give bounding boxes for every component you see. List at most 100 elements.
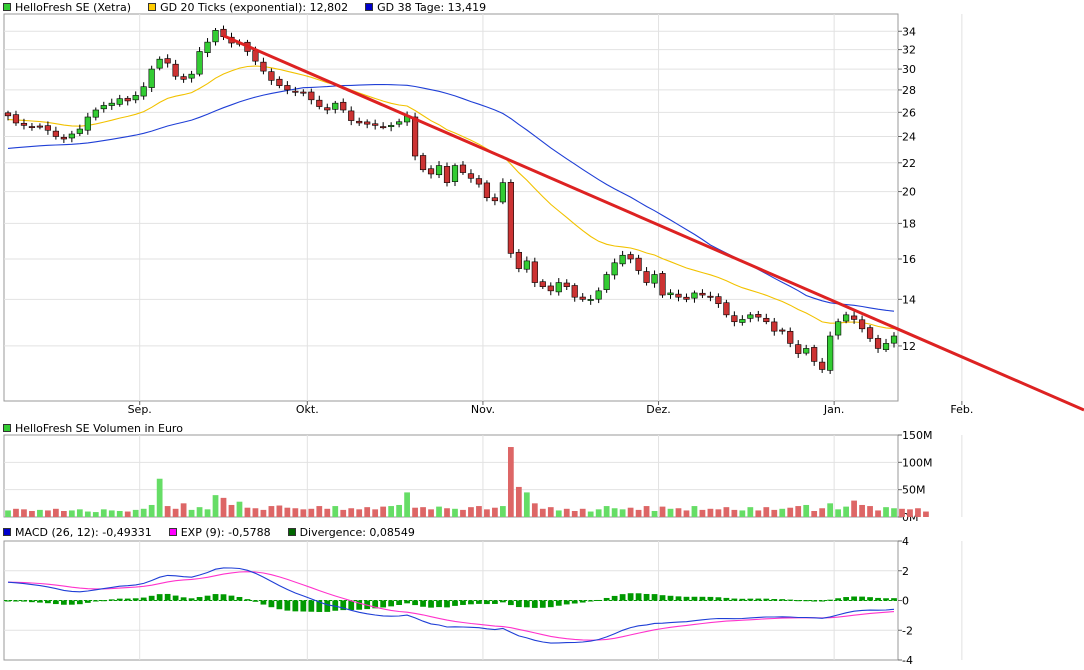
volume-bar (539, 508, 546, 517)
candle-body (795, 344, 802, 354)
volume-bar (108, 510, 115, 517)
divergence-bar (875, 597, 881, 601)
candle-body (515, 251, 522, 269)
volume-bar (444, 508, 450, 517)
y-tick-label: 0 (902, 595, 909, 608)
candle-body (659, 273, 666, 296)
divergence-bar (468, 600, 474, 605)
divergence-bar (867, 597, 873, 601)
volume-bar (819, 508, 826, 517)
volume-bar (436, 506, 442, 517)
legend-swatch (3, 424, 11, 432)
y-tick-label: -2 (902, 624, 913, 637)
volume-bar (843, 506, 849, 517)
candle-body (874, 338, 882, 349)
volume-bar (515, 486, 522, 517)
y-tick-label: 32 (902, 44, 916, 57)
candle-body (747, 314, 754, 319)
candle-body (547, 285, 554, 292)
divergence-bar (68, 600, 75, 605)
divergence-bar (260, 600, 267, 605)
candle-body (491, 197, 498, 202)
candle-body (92, 109, 99, 118)
candle-body (779, 329, 786, 332)
volume-bar (731, 509, 738, 517)
divergence-bar (667, 595, 674, 601)
candle-body (427, 168, 435, 175)
candle-body (68, 133, 75, 139)
volume-bar (763, 507, 770, 517)
candle-body (60, 136, 67, 140)
volume-bar (388, 506, 395, 517)
y-tick-label: 14 (902, 293, 916, 306)
divergence-bar (452, 600, 458, 606)
divergence-bar (659, 595, 666, 601)
volume-bar (100, 509, 107, 517)
divergence-bar (755, 598, 762, 601)
divergence-bar (236, 596, 243, 601)
volume-bar (484, 509, 490, 517)
legend-label: GD 20 Ticks (exponential): 12,802 (160, 0, 349, 14)
divergence-bar (476, 600, 482, 604)
volume-bar (348, 508, 355, 517)
volume-bar (915, 508, 921, 517)
candle-body (866, 327, 874, 339)
divergence-bar (292, 600, 299, 612)
y-tick-label: 18 (902, 217, 916, 230)
candle-body (451, 165, 459, 182)
volume-bar (579, 508, 586, 517)
volume-bar (276, 505, 283, 517)
candle-body (731, 315, 738, 323)
macd-line (7, 567, 895, 644)
divergence-bar (507, 600, 514, 606)
volume-bar (603, 506, 610, 517)
candle-body (579, 296, 586, 300)
volume-bar (779, 508, 786, 517)
candle-body (459, 164, 467, 173)
divergence-bar (164, 593, 171, 601)
divergence-bar (795, 600, 802, 602)
volume-bar (707, 508, 714, 517)
macd-chart: 4 2 0 -2 -4 (3, 535, 963, 667)
volume-bar (236, 501, 243, 517)
candle-body (851, 315, 858, 320)
price-legend-item: GD 20 Ticks (exponential): 12,802 (145, 1, 348, 14)
volume-bar (867, 506, 873, 517)
candle-body (619, 254, 626, 265)
candle-body (499, 182, 506, 203)
volume-bar (148, 504, 155, 517)
divergence-bar (547, 600, 554, 608)
divergence-bar (715, 597, 722, 601)
candle-body (882, 343, 890, 350)
y-tick-label: 100M (902, 456, 933, 469)
divergence-bar (308, 600, 315, 612)
divergence-bar (627, 593, 634, 601)
gd20-line (7, 65, 895, 330)
y-tick-label: 22 (902, 157, 916, 170)
divergence-bar (29, 600, 35, 603)
x-tick-label: Sep. (128, 403, 152, 416)
volume-bar (5, 510, 11, 517)
divergence-bar (284, 600, 291, 611)
candle-body (555, 282, 562, 293)
divergence-bar (579, 600, 586, 603)
volume-bar (156, 478, 163, 517)
divergence-bar (555, 600, 562, 606)
volume-bar (492, 507, 498, 517)
volume-bar (172, 508, 179, 517)
volume-bar (116, 510, 123, 517)
candle-body (212, 30, 219, 43)
exp-line (7, 571, 895, 641)
volume-bar (372, 509, 379, 517)
volume-bar (29, 510, 35, 517)
candle-body (348, 110, 355, 121)
candle-body (284, 85, 291, 91)
candle-body (890, 335, 898, 344)
candle-body (435, 165, 443, 176)
volume-bar (835, 509, 842, 517)
candle-body (811, 347, 818, 362)
volume-bar (316, 506, 323, 517)
volume-bar (899, 508, 905, 517)
volume-bar (180, 503, 187, 517)
divergence-bar (611, 595, 618, 601)
